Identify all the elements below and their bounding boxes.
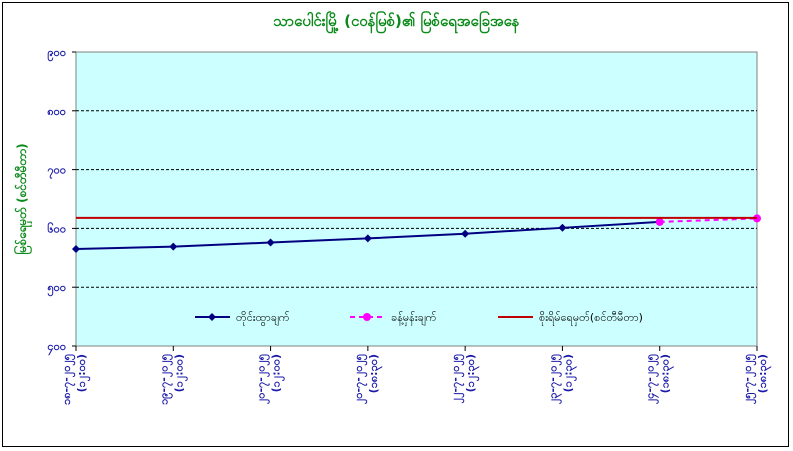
x-tick-label-time: (၁၈:၃၀) [659, 354, 675, 393]
data-point [363, 234, 372, 243]
y-tick-label: ၉၀၀ [47, 46, 66, 62]
data-point [266, 238, 275, 247]
data-point [461, 229, 470, 238]
data-point [655, 217, 664, 226]
x-tick-label-date: ၂၄-၇-၂၀၂၅ [644, 353, 660, 404]
x-tick-label-date: ၂၀-၇-၂၀၂၅ [352, 353, 368, 404]
y-axis-title: မြစ်ရေမှတ် (စင်တီမီတာ) [12, 143, 33, 254]
x-tick-label-date: ၂၂-၇-၂၀၂၅ [449, 353, 465, 403]
data-point [72, 244, 80, 253]
y-tick-label: ၄၀၀ [47, 340, 66, 356]
legend-label: စိုးရိမ်ရေမှတ်(စင်တီမီတာ) [539, 311, 643, 326]
x-tick-label-time: (၁၂:၀၀) [270, 354, 286, 392]
x-tick-label-time: (၁၂:၃၀) [561, 354, 577, 392]
x-tick-label-time: (၁၈:၃၀) [756, 354, 772, 393]
x-tick-label-date: ၁၈-၇-၂၀၂၅ [60, 353, 76, 405]
x-tick-label-date: ၂၀-၇-၂၀၂၅ [255, 353, 271, 404]
x-tick-label-time: (၁၂:၀၀) [75, 354, 91, 392]
legend-marker [208, 313, 216, 321]
x-tick-label-date: ၂၅-၇-၂၀၂၅ [741, 353, 757, 404]
x-tick-label-time: (၁၂:၃၀) [464, 354, 480, 392]
x-tick-label-time: (၁၂:၀၀) [172, 354, 188, 392]
y-tick-label: ၅၀၀ [47, 281, 66, 297]
legend-marker [363, 313, 371, 321]
plot-area [75, 51, 758, 347]
y-tick-label: ၇၀၀ [47, 164, 66, 180]
y-tick-label: ၈၀၀ [47, 105, 66, 118]
data-point [558, 223, 567, 232]
legend-label: ခန့်မှန်းချက် [391, 311, 437, 326]
x-tick-label-date: ၁၉-၇-၂၀၂၅ [157, 353, 173, 405]
y-tick-label: ၆၀၀ [47, 222, 66, 235]
chart-title: သာပေါင်းမြို့ (ငဝန်မြစ်)၏ မြစ်ရေအခြေအနေ [273, 12, 520, 30]
data-point [169, 242, 178, 251]
legend-label: တိုင်းထွာချက် [236, 311, 290, 326]
series-line-1 [659, 217, 758, 223]
x-tick-label-time: (၁၈:၃၀) [367, 354, 383, 393]
x-tick-label-date: ၂၃-၇-၂၀၂၅ [546, 353, 562, 404]
